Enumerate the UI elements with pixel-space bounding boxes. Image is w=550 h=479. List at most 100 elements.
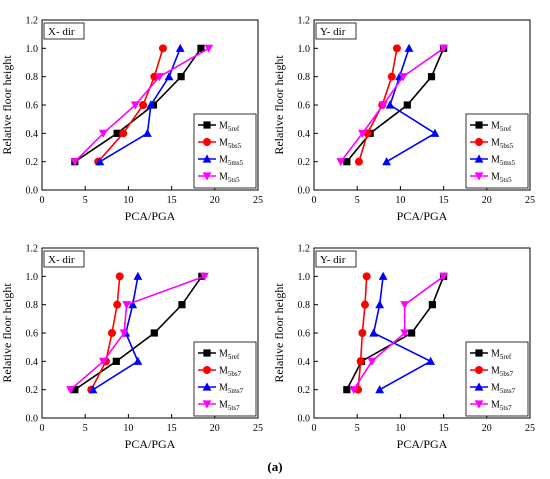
y-tick-label: 1.2 bbox=[26, 244, 39, 255]
data-point bbox=[392, 44, 401, 53]
y-tick-label: 0.4 bbox=[26, 129, 39, 140]
x-tick-label: 20 bbox=[210, 423, 220, 434]
x-tick-label: 10 bbox=[395, 195, 405, 206]
x-tick-label: 15 bbox=[439, 423, 449, 434]
series-line bbox=[353, 275, 445, 391]
legend-entry: M5ms7 bbox=[491, 383, 516, 396]
data-point bbox=[139, 101, 148, 109]
chart-panel-2: 0 5 10 15 20 25 0.0 0.2 0.4 0.6 0.8 1.0 1.2 PCA/PGA Re… bbox=[272, 16, 535, 224]
legend-entry: M5ref bbox=[219, 121, 240, 134]
x-tick-label: 10 bbox=[123, 195, 133, 206]
legend-entry: M5ref bbox=[219, 349, 240, 362]
x-tick-label: 0 bbox=[40, 423, 45, 434]
data-point bbox=[119, 329, 129, 338]
data-point bbox=[349, 386, 359, 395]
x-axis-label: PCA/PGA bbox=[125, 437, 176, 451]
data-point bbox=[360, 300, 369, 309]
data-point bbox=[398, 73, 408, 82]
legend-marker bbox=[202, 154, 212, 163]
y-axis-label: Relative floor height bbox=[0, 283, 14, 383]
data-point bbox=[115, 272, 124, 281]
data-point bbox=[164, 72, 174, 81]
legend-marker bbox=[475, 121, 483, 129]
data-point bbox=[113, 129, 121, 137]
legend-marker bbox=[202, 400, 212, 409]
y-tick-label: 0.6 bbox=[26, 101, 39, 112]
x-tick-label: 15 bbox=[167, 423, 177, 434]
data-point bbox=[404, 43, 414, 52]
data-point bbox=[133, 271, 143, 280]
series-M5ts7 bbox=[66, 272, 209, 395]
data-point bbox=[357, 129, 367, 138]
x-tick-label: 25 bbox=[253, 423, 263, 434]
series-M5ts7 bbox=[349, 272, 448, 395]
data-point bbox=[403, 101, 411, 109]
direction-box-frame bbox=[315, 250, 357, 268]
data-point bbox=[143, 128, 152, 137]
legend-marker bbox=[474, 382, 484, 391]
data-point bbox=[177, 73, 185, 81]
y-tick-label: 0.6 bbox=[298, 101, 311, 112]
data-point bbox=[378, 101, 388, 110]
series-line bbox=[69, 275, 205, 391]
data-point bbox=[385, 100, 395, 109]
y-tick-label: 0.8 bbox=[298, 300, 311, 311]
legend-entry: M5ref bbox=[491, 121, 512, 134]
legend-marker bbox=[203, 138, 211, 146]
legend-entry: M5ms5 bbox=[491, 155, 516, 168]
direction-label: Y- dir bbox=[320, 254, 346, 266]
data-point bbox=[197, 44, 205, 52]
data-point bbox=[155, 73, 164, 82]
data-point bbox=[375, 385, 385, 394]
x-tick-label: 20 bbox=[210, 195, 220, 206]
data-point bbox=[133, 356, 143, 365]
series-line bbox=[74, 275, 203, 391]
data-point bbox=[130, 101, 140, 110]
data-point bbox=[66, 386, 75, 395]
direction-label-box: X- dir bbox=[43, 22, 85, 40]
y-tick-label: 0.0 bbox=[298, 414, 311, 425]
data-point bbox=[408, 329, 416, 337]
direction-label-box: Y- dir bbox=[315, 22, 357, 40]
series-M5ts5 bbox=[70, 44, 214, 167]
data-point bbox=[198, 272, 206, 280]
direction-label: Y- dir bbox=[320, 26, 346, 38]
y-tick-label: 1.0 bbox=[298, 272, 311, 283]
legend-entry: M5ts7 bbox=[219, 400, 240, 413]
data-point bbox=[178, 301, 186, 309]
x-tick-label: 25 bbox=[253, 195, 263, 206]
data-point bbox=[439, 44, 448, 53]
legend-marker bbox=[202, 382, 212, 391]
series-M5bs5 bbox=[354, 44, 401, 166]
series-M5ms5 bbox=[95, 43, 185, 166]
y-tick-label: 0.0 bbox=[298, 186, 311, 197]
data-point bbox=[128, 300, 138, 309]
data-point bbox=[382, 157, 391, 166]
y-tick-label: 0.8 bbox=[298, 72, 311, 83]
x-tick-label: 0 bbox=[312, 423, 317, 434]
legend-entry: M5ts5 bbox=[219, 172, 240, 185]
y-tick-label: 1.0 bbox=[26, 272, 39, 283]
legend-marker bbox=[475, 366, 483, 374]
direction-label: X- dir bbox=[48, 254, 75, 266]
x-tick-label: 20 bbox=[482, 195, 492, 206]
data-point bbox=[71, 386, 79, 394]
direction-label-box: X- dir bbox=[43, 250, 85, 268]
data-point bbox=[70, 158, 80, 167]
x-tick-label: 0 bbox=[40, 195, 45, 206]
legend-marker bbox=[475, 349, 483, 357]
series-M5ref bbox=[71, 272, 206, 394]
y-tick-label: 0.0 bbox=[26, 414, 39, 425]
y-axis-label: Relative floor height bbox=[272, 55, 286, 155]
x-tick-label: 25 bbox=[525, 195, 535, 206]
data-point bbox=[200, 272, 209, 281]
data-point bbox=[146, 100, 156, 109]
legend-entry: M5ts5 bbox=[491, 172, 512, 185]
data-point bbox=[358, 329, 367, 337]
direction-box-frame bbox=[315, 22, 357, 40]
data-point bbox=[149, 101, 158, 109]
data-point bbox=[430, 128, 440, 137]
data-point bbox=[113, 300, 122, 309]
series-line bbox=[346, 48, 445, 163]
legend-entry: M5bs7 bbox=[491, 366, 514, 379]
